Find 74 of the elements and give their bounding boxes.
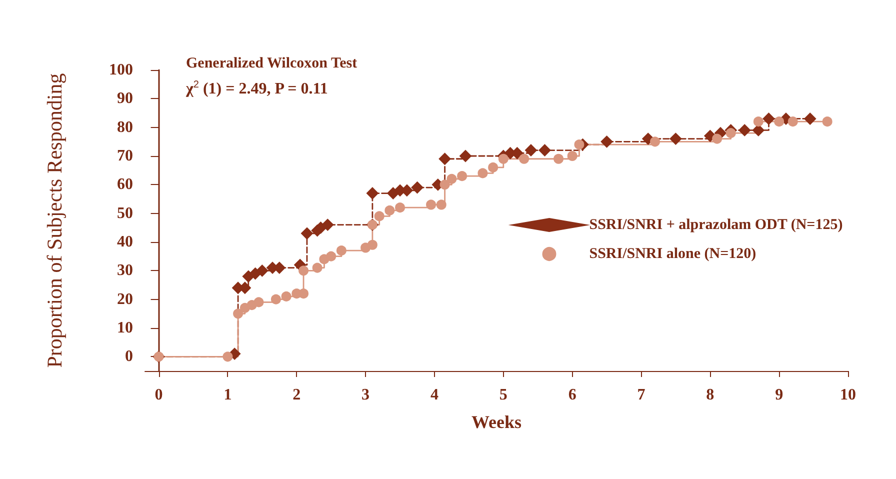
point	[256, 264, 268, 277]
point	[312, 262, 322, 273]
x-tick-label: 6	[568, 386, 576, 404]
point	[498, 154, 508, 164]
y-axis-title: Proportion of Subjects Responding	[42, 72, 66, 368]
point	[738, 124, 751, 136]
y-tick-label: 50	[117, 204, 133, 222]
y-tick-label: 100	[109, 62, 133, 78]
point	[488, 162, 498, 172]
point	[298, 288, 309, 299]
point	[438, 152, 451, 165]
point	[326, 251, 336, 262]
point	[457, 171, 468, 182]
x-axis-title: Weeks	[471, 412, 522, 432]
x-tick-label: 5	[499, 386, 508, 404]
point	[233, 308, 244, 319]
point	[519, 154, 530, 164]
point	[459, 150, 472, 162]
x-tick-label: 7	[637, 386, 646, 404]
annotation: Generalized Wilcoxon Test	[186, 56, 358, 72]
y-tick-label: 90	[117, 90, 133, 108]
y-tick-label: 60	[117, 176, 133, 194]
point	[446, 174, 457, 184]
point	[524, 144, 537, 156]
point	[366, 187, 378, 200]
point	[726, 128, 736, 138]
legend-label: SSRI/SNRI + alprazolam ODT (N=125)	[589, 217, 843, 233]
y-tick-label: 10	[117, 320, 133, 336]
y-tick-label: 20	[117, 290, 133, 308]
point	[567, 151, 578, 161]
point	[554, 154, 564, 164]
x-tick-label: 0	[154, 386, 163, 404]
point	[478, 168, 488, 178]
point	[281, 291, 292, 302]
x-tick-label: 8	[706, 386, 714, 404]
point	[574, 140, 584, 150]
point	[538, 144, 551, 156]
y-tick-label: 0	[125, 348, 133, 366]
point	[298, 266, 309, 276]
y-tick-label: 40	[117, 234, 133, 250]
point	[426, 200, 436, 210]
x-tick-label: 2	[292, 386, 301, 404]
point	[374, 211, 384, 222]
point	[254, 297, 264, 308]
legend-label: SSRI/SNRI alone (N=120)	[589, 246, 756, 262]
x-tick-label: 10	[840, 386, 856, 404]
point	[788, 116, 798, 127]
point	[270, 294, 281, 304]
point	[774, 116, 784, 127]
point	[222, 352, 233, 362]
x-tick-label: 1	[224, 386, 232, 404]
point	[804, 112, 816, 125]
point	[753, 116, 764, 127]
y-tick-label: 80	[117, 118, 133, 136]
point	[367, 240, 378, 250]
point	[300, 227, 313, 240]
y-tick-label: 70	[117, 148, 133, 164]
point	[336, 246, 346, 256]
point	[762, 112, 775, 125]
point	[440, 180, 450, 190]
x-tick-label: 9	[775, 386, 784, 404]
point	[395, 202, 406, 213]
x-tick-label: 3	[362, 386, 370, 404]
point	[822, 116, 832, 127]
point	[600, 136, 613, 148]
point	[712, 134, 722, 144]
x-tick-label: 4	[430, 386, 438, 404]
y-tick-label: 30	[117, 262, 133, 280]
point	[411, 182, 424, 194]
point	[650, 136, 660, 147]
point	[436, 200, 446, 210]
point	[384, 205, 395, 216]
point	[322, 218, 334, 231]
point	[670, 132, 682, 145]
